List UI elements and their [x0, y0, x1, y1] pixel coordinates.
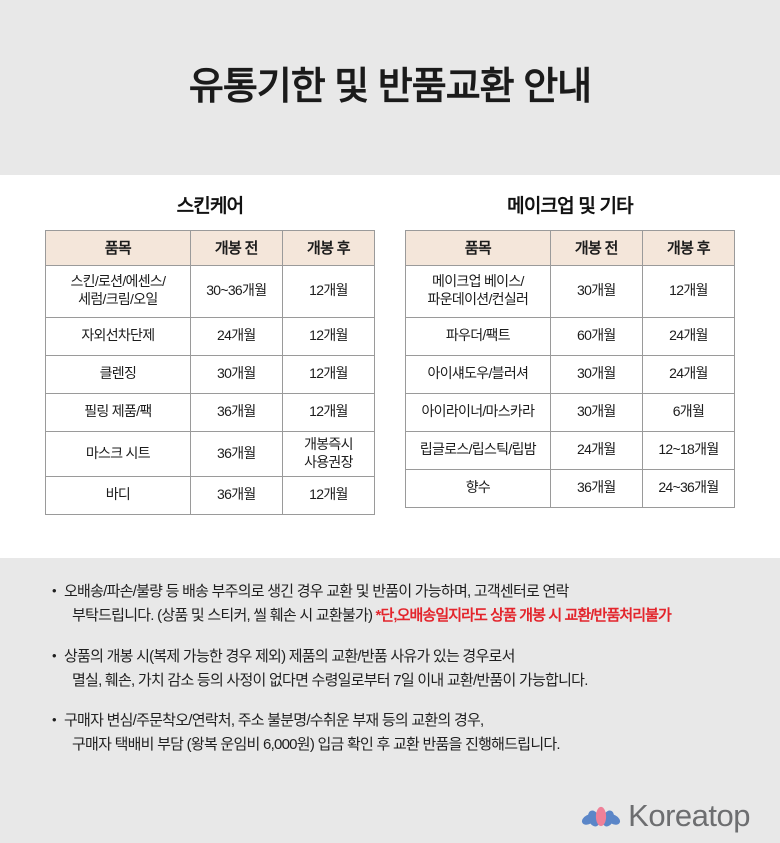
cell-item: 마스크 시트: [45, 430, 191, 477]
cell-before-open: 24개월: [549, 430, 643, 470]
table-row: 스킨/로션/에센스/세럼/크림/오일 30~36개월 12개월: [45, 264, 376, 318]
tables-region: 스킨케어 품목 개봉 전 개봉 후 스킨/로션/에센스/세럼/크림/오일 30~3…: [0, 175, 780, 558]
cell-after-open: 12개월: [641, 264, 736, 318]
table-header-row: 품목 개봉 전 개봉 후: [405, 229, 736, 266]
cell-after-open: 개봉즉시 사용권장: [281, 430, 376, 477]
cell-before-open: 36개월: [189, 475, 283, 515]
column-header-item: 품목: [405, 229, 551, 266]
notice-list: 오배송/파손/불량 등 배송 부주의로 생긴 경우 교환 및 반품이 가능하며,…: [52, 580, 736, 758]
cell-before-open: 36개월: [549, 468, 643, 508]
cell-item: 메이크업 베이스/파운데이션/컨실러: [405, 264, 551, 318]
notice-line-secondary: 멸실, 훼손, 가치 감소 등의 사정이 없다면 수령일로부터 7일 이내 교환…: [72, 671, 588, 689]
table-row: 아이섀도우/블러셔 30개월 24개월: [405, 354, 736, 394]
cell-item: 아이라이너/마스카라: [405, 392, 551, 432]
notice-item: 오배송/파손/불량 등 배송 부주의로 생긴 경우 교환 및 반품이 가능하며,…: [52, 580, 736, 629]
skincare-table-block: 스킨케어 품목 개봉 전 개봉 후 스킨/로션/에센스/세럼/크림/오일 30~3…: [45, 175, 376, 515]
lotus-flower-icon: [582, 806, 621, 826]
skincare-table: 품목 개봉 전 개봉 후 스킨/로션/에센스/세럼/크림/오일 30~36개월 12…: [45, 229, 376, 515]
column-header-after: 개봉 후: [641, 229, 736, 266]
skincare-table-body: 스킨/로션/에센스/세럼/크림/오일 30~36개월 12개월 자외선차단제 24개월 1…: [45, 264, 376, 515]
notice-item: 구매자 변심/주문착오/연락처, 주소 불분명/수취운 부재 등의 교환의 경우…: [52, 709, 736, 758]
cell-item: 필링 제품/팩: [45, 392, 191, 432]
makeup-table-head: 품목 개봉 전 개봉 후: [405, 229, 736, 266]
cell-item: 아이섀도우/블러셔: [405, 354, 551, 394]
makeup-table-caption: 메이크업 및 기타: [507, 196, 634, 217]
cell-before-open: 30개월: [549, 264, 643, 318]
notice-line-primary: 상품의 개봉 시(복제 가능한 경우 제외) 제품의 교환/반품 사유가 있는 …: [64, 647, 515, 665]
page-title: 유통기한 및 반품교환 안내: [188, 65, 592, 108]
column-header-after: 개봉 후: [281, 229, 376, 266]
cell-after-open: 12개월: [281, 354, 376, 394]
cell-after-open: 24~36개월: [641, 468, 736, 508]
cell-before-open: 30개월: [549, 392, 643, 432]
table-row: 파우더/팩트 60개월 24개월: [405, 316, 736, 356]
makeup-table: 품목 개봉 전 개봉 후 메이크업 베이스/파운데이션/컨실러 30개월 12개월 파…: [405, 229, 736, 508]
makeup-table-body: 메이크업 베이스/파운데이션/컨실러 30개월 12개월 파우더/팩트 60개월 24개월…: [405, 264, 736, 508]
cell-before-open: 30개월: [189, 354, 283, 394]
cell-item: 향수: [405, 468, 551, 508]
notice-region: 오배송/파손/불량 등 배송 부주의로 생긴 경우 교환 및 반품이 가능하며,…: [0, 558, 780, 843]
notice-emphasis-text: *단,오배송일지라도 상품 개봉 시 교환/반품처리불가: [372, 607, 672, 625]
skincare-table-head: 품목 개봉 전 개봉 후: [45, 229, 376, 266]
column-header-before: 개봉 전: [189, 229, 283, 266]
cell-after-open: 24개월: [641, 316, 736, 356]
page-header-band: 유통기한 및 반품교환 안내: [0, 0, 780, 175]
table-row: 립글로스/립스틱/립밤 24개월 12~18개월: [405, 430, 736, 470]
cell-after-open: 12~18개월: [641, 430, 736, 470]
cell-before-open: 24개월: [189, 316, 283, 356]
notice-line-primary: 오배송/파손/불량 등 배송 부주의로 생긴 경우 교환 및 반품이 가능하며,…: [64, 583, 569, 600]
column-header-item: 품목: [45, 229, 191, 266]
makeup-table-block: 메이크업 및 기타 품목 개봉 전 개봉 후 메이크업 베이스/파운데이션/컨실…: [405, 175, 736, 508]
cell-item: 바디: [45, 475, 191, 515]
cell-item: 파우더/팩트: [405, 316, 551, 356]
cell-item: 자외선차단제: [45, 316, 191, 356]
notice-line-secondary: 부탁드립니다. (상품 및 스티커, 씰 훼손 시 교환불가) *단,오배송일지…: [72, 607, 672, 625]
cell-item: 립글로스/립스틱/립밤: [405, 430, 551, 470]
cell-before-open: 30~36개월: [189, 264, 283, 318]
cell-after-open: 12개월: [281, 392, 376, 432]
cell-after-open: 12개월: [281, 475, 376, 515]
table-row: 향수 36개월 24~36개월: [405, 468, 736, 508]
cell-before-open: 60개월: [549, 316, 643, 356]
table-row: 메이크업 베이스/파운데이션/컨실러 30개월 12개월: [405, 264, 736, 318]
table-row: 자외선차단제 24개월 12개월: [45, 316, 376, 356]
table-row: 마스크 시트 36개월 개봉즉시 사용권장: [45, 430, 376, 477]
table-row: 클렌징 30개월 12개월: [45, 354, 376, 394]
table-header-row: 품목 개봉 전 개봉 후: [45, 229, 376, 266]
cell-after-open: 24개월: [641, 354, 736, 394]
column-header-before: 개봉 전: [549, 229, 643, 266]
table-row: 아이라이너/마스카라 30개월 6개월: [405, 392, 736, 432]
cell-item: 클렌징: [45, 354, 191, 394]
cell-item: 스킨/로션/에센스/세럼/크림/오일: [45, 264, 191, 318]
cell-after-open: 12개월: [281, 316, 376, 356]
notice-line-secondary: 구매자 택배비 부담 (왕복 운임비 6,000원) 입금 확인 후 교환 반품…: [72, 736, 561, 754]
cell-before-open: 36개월: [189, 430, 283, 477]
skincare-table-caption: 스킨케어: [176, 196, 245, 217]
table-row: 필링 제품/팩 36개월 12개월: [45, 392, 376, 432]
notice-line-primary: 구매자 변심/주문착오/연락처, 주소 불분명/수취운 부재 등의 교환의 경우…: [64, 712, 484, 730]
cell-before-open: 30개월: [549, 354, 643, 394]
brand-name: Koreatop: [628, 798, 750, 833]
table-row: 바디 36개월 12개월: [45, 475, 376, 515]
cell-after-open: 6개월: [641, 392, 736, 432]
notice-item: 상품의 개봉 시(복제 가능한 경우 제외) 제품의 교환/반품 사유가 있는 …: [52, 645, 736, 694]
brand-logo: Koreatop: [581, 800, 750, 831]
cell-before-open: 36개월: [189, 392, 283, 432]
cell-after-open: 12개월: [281, 264, 376, 318]
